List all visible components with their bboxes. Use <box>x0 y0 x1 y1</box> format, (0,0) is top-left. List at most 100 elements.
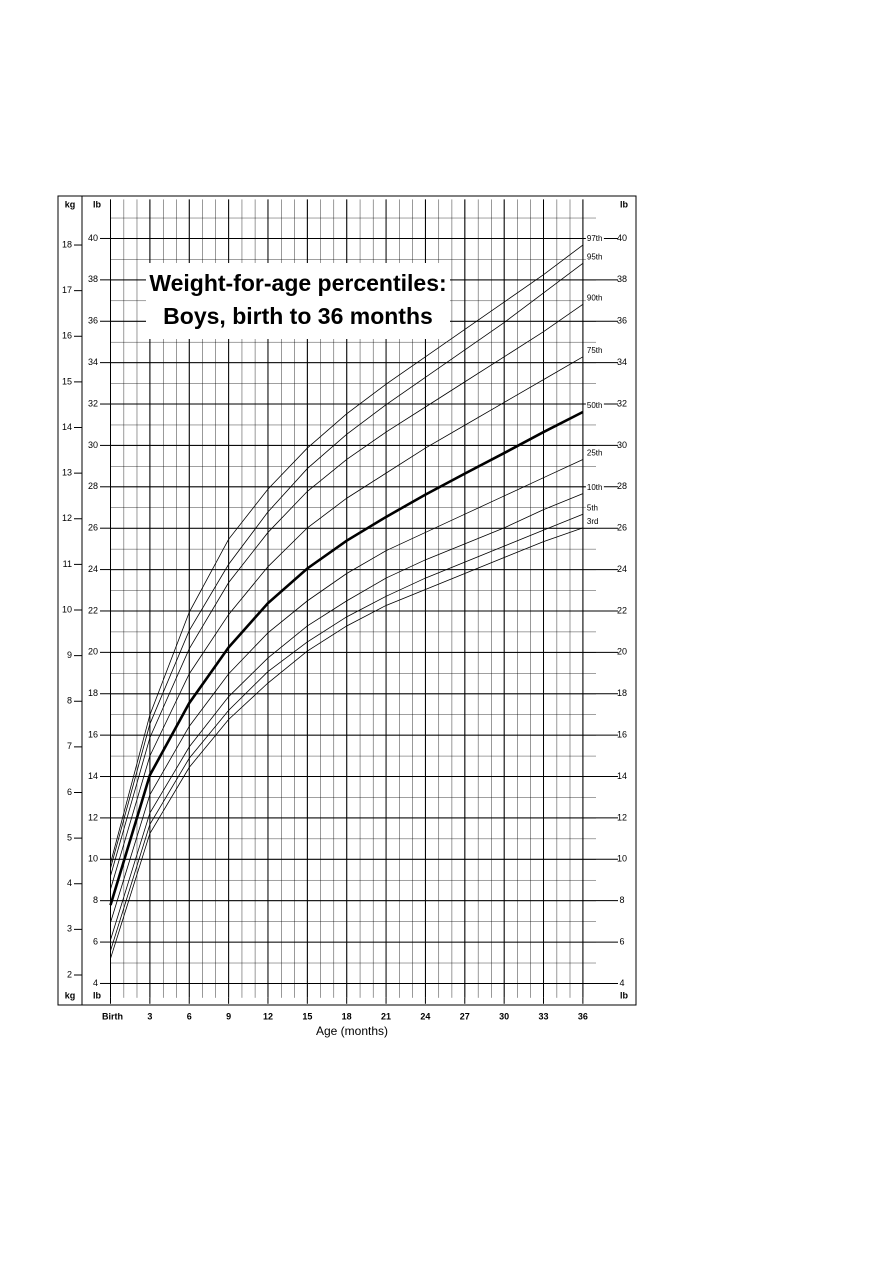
y-tick-label: 5 <box>67 832 72 842</box>
x-tick-label: 3 <box>147 1011 152 1021</box>
percentile-line <box>110 493 584 940</box>
y2-unit-label-right: lb <box>620 199 629 209</box>
y2-tick-label-right: 4 <box>619 978 624 988</box>
y2-tick-label-left: 38 <box>88 274 98 284</box>
series-label-background <box>585 401 604 411</box>
chart-frame <box>57 195 637 1006</box>
y-tick-label: 14 <box>62 422 72 432</box>
y-tick-label: 3 <box>67 924 72 934</box>
x-tick-label: 27 <box>460 1011 470 1021</box>
y2-tick-label-right: 20 <box>617 647 627 657</box>
y2-tick-label-left: 32 <box>88 398 98 408</box>
y2-unit-label-right: lb <box>620 990 629 1000</box>
y2-unit-label-left: lb <box>93 199 102 209</box>
x-tick-label: 12 <box>263 1011 273 1021</box>
y2-tick-label-left: 16 <box>88 730 98 740</box>
y-tick-label: 11 <box>63 559 72 569</box>
y-tick-label: 13 <box>62 468 72 478</box>
y2-tick-label-left: 18 <box>88 688 98 698</box>
series-label-background <box>585 482 604 492</box>
y-tick-label: 18 <box>62 239 72 249</box>
x-tick-label: 24 <box>420 1011 430 1021</box>
y2-tick-label-left: 12 <box>88 812 98 822</box>
series-label: 3rd <box>587 517 599 526</box>
series-label-background <box>585 516 604 526</box>
percentile-line <box>110 244 584 864</box>
y2-tick-label-left: 10 <box>88 854 98 864</box>
y2-tick-label-right: 26 <box>617 523 627 533</box>
series-label-background <box>585 448 604 458</box>
y2-tick-label-right: 18 <box>617 688 627 698</box>
x-axis-label: Age (months) <box>316 1024 388 1038</box>
series-label-background <box>585 345 604 355</box>
y-tick-label: 12 <box>62 513 72 523</box>
x-tick-label: 18 <box>342 1011 352 1021</box>
series-label: 95th <box>587 252 603 261</box>
chart-title: Weight-for-age percentiles: <box>149 270 446 296</box>
y2-tick-label-right: 34 <box>617 357 627 367</box>
y2-tick-label-right: 6 <box>619 936 624 946</box>
x-tick-label: 15 <box>302 1011 312 1021</box>
y2-tick-label-right: 22 <box>617 605 627 615</box>
percentile-line <box>110 459 584 923</box>
series-label-background <box>585 252 604 262</box>
y-tick-label: 8 <box>67 696 72 706</box>
y-tick-label: 4 <box>67 878 72 888</box>
y-tick-label: 9 <box>67 650 72 660</box>
x-tick-label: Birth <box>102 1011 123 1021</box>
y2-tick-label-left: 8 <box>93 895 98 905</box>
y2-tick-label-left: 20 <box>88 647 98 657</box>
series-label: 10th <box>587 483 603 492</box>
x-tick-label: 9 <box>226 1011 231 1021</box>
y2-tick-label-right: 32 <box>617 398 627 408</box>
y2-tick-label-right: 14 <box>617 771 627 781</box>
y2-tick-label-left: 30 <box>88 440 98 450</box>
percentile-line <box>110 356 584 890</box>
y2-unit-label-left: lb <box>93 990 102 1000</box>
y-tick-label: 7 <box>67 741 72 751</box>
percentile-line <box>109 410 584 906</box>
y2-tick-label-left: 26 <box>88 523 98 533</box>
y2-tick-label-right: 12 <box>617 812 627 822</box>
y-tick-label: 10 <box>62 604 72 614</box>
y2-tick-label-left: 6 <box>93 936 98 946</box>
x-tick-label: 21 <box>381 1011 391 1021</box>
series-label: 90th <box>587 293 603 302</box>
x-tick-label: 36 <box>578 1011 588 1021</box>
series-label-background <box>585 503 604 513</box>
y2-tick-label-right: 10 <box>617 854 627 864</box>
y-unit-label: kg <box>65 199 76 209</box>
y2-tick-label-left: 40 <box>88 233 98 243</box>
series-label: 97th <box>587 234 603 243</box>
y2-tick-label-left: 24 <box>88 564 98 574</box>
y2-tick-label-left: 4 <box>93 978 98 988</box>
y-tick-label: 2 <box>67 969 72 979</box>
x-tick-label: 6 <box>187 1011 192 1021</box>
series-label: 25th <box>587 449 603 458</box>
x-tick-label: 30 <box>499 1011 509 1021</box>
series-label: 50th <box>587 401 603 410</box>
y-tick-label: 17 <box>62 285 72 295</box>
y2-tick-label-left: 22 <box>88 605 98 615</box>
y2-tick-label-left: 36 <box>88 316 98 326</box>
y2-tick-label-right: 38 <box>617 274 627 284</box>
percentile-line <box>110 262 584 869</box>
series-label-background <box>585 234 604 244</box>
y2-tick-label-right: 8 <box>619 895 624 905</box>
y2-tick-label-right: 40 <box>617 233 627 243</box>
y-tick-label: 16 <box>62 331 72 341</box>
y-tick-label: 15 <box>62 376 72 386</box>
y2-tick-label-left: 14 <box>88 771 98 781</box>
y-tick-label: 6 <box>67 787 72 797</box>
y2-tick-label-right: 36 <box>617 316 627 326</box>
series-label: 5th <box>587 503 598 512</box>
series-label: 75th <box>587 346 603 355</box>
title-background <box>146 263 450 339</box>
y2-tick-label-left: 34 <box>88 357 98 367</box>
chart-title: Boys, birth to 36 months <box>163 303 433 329</box>
y2-tick-label-right: 28 <box>617 481 627 491</box>
y-unit-label: kg <box>65 990 76 1000</box>
percentile-line <box>110 513 584 951</box>
